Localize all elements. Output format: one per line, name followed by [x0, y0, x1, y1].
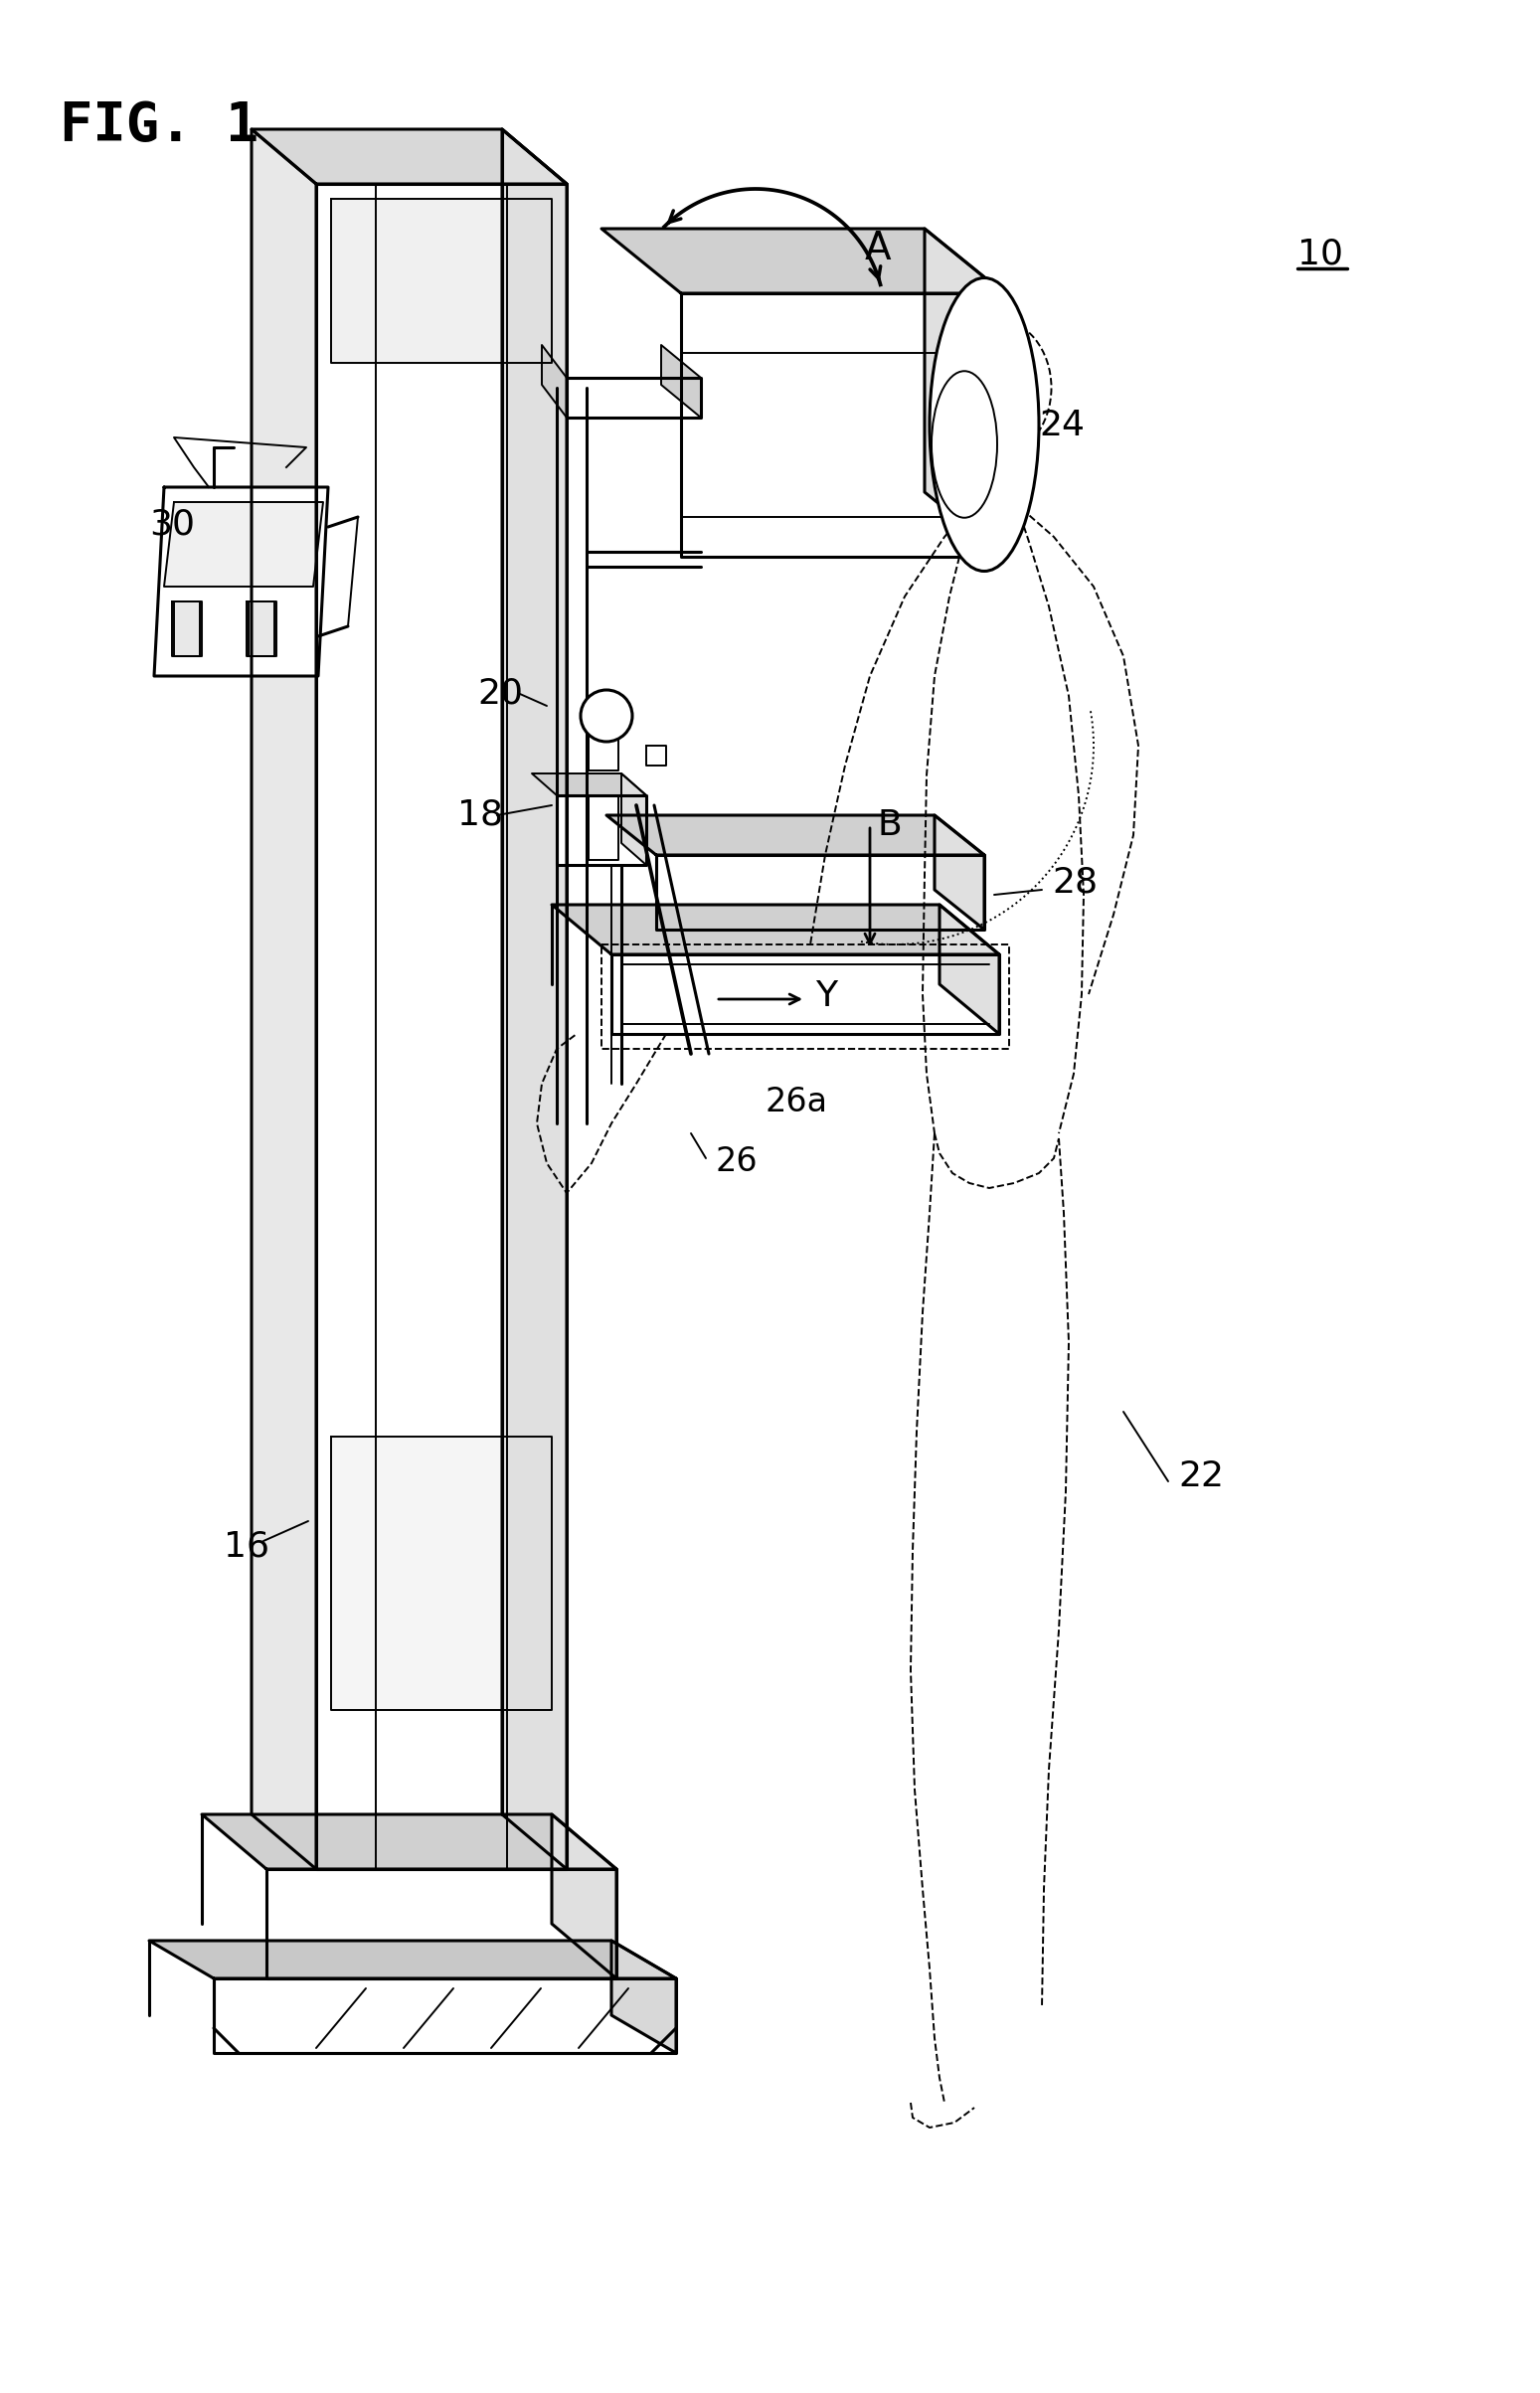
Polygon shape — [331, 1436, 551, 1711]
Text: 28: 28 — [1052, 866, 1098, 900]
Polygon shape — [611, 1941, 676, 2053]
Polygon shape — [588, 794, 619, 859]
Polygon shape — [939, 905, 999, 1034]
Text: 26: 26 — [716, 1144, 758, 1177]
Polygon shape — [647, 747, 667, 766]
Polygon shape — [202, 1814, 616, 1869]
Ellipse shape — [930, 278, 1040, 572]
Polygon shape — [542, 345, 567, 416]
Polygon shape — [502, 129, 567, 1869]
Polygon shape — [621, 773, 647, 864]
Polygon shape — [588, 735, 619, 771]
Text: 20: 20 — [477, 677, 524, 711]
Polygon shape — [602, 230, 1004, 294]
Text: 18: 18 — [457, 799, 504, 833]
Polygon shape — [266, 1869, 616, 1979]
Polygon shape — [656, 854, 984, 928]
Polygon shape — [567, 378, 701, 416]
Text: B: B — [878, 809, 902, 842]
Polygon shape — [154, 488, 328, 677]
Text: FIG. 1: FIG. 1 — [60, 101, 259, 153]
Polygon shape — [316, 184, 567, 1869]
Polygon shape — [681, 294, 1004, 558]
Polygon shape — [174, 601, 202, 656]
Polygon shape — [924, 230, 1004, 558]
Text: 16: 16 — [223, 1529, 270, 1563]
Text: 22: 22 — [1178, 1460, 1224, 1493]
Polygon shape — [551, 905, 999, 955]
Text: 10: 10 — [1297, 237, 1343, 270]
Polygon shape — [251, 129, 316, 1869]
Polygon shape — [165, 503, 323, 586]
Polygon shape — [331, 199, 551, 364]
Polygon shape — [149, 1941, 676, 1979]
Polygon shape — [246, 601, 274, 656]
Text: 30: 30 — [149, 507, 196, 541]
Polygon shape — [935, 816, 984, 928]
Text: A: A — [865, 230, 892, 268]
Polygon shape — [661, 345, 701, 416]
Text: Y: Y — [815, 979, 838, 1012]
Ellipse shape — [936, 318, 1052, 457]
Polygon shape — [251, 129, 567, 184]
Polygon shape — [531, 773, 647, 794]
Polygon shape — [607, 816, 984, 854]
Polygon shape — [557, 794, 647, 864]
Polygon shape — [551, 1814, 616, 1979]
Text: 24: 24 — [1040, 409, 1084, 443]
Polygon shape — [172, 601, 200, 656]
Polygon shape — [248, 601, 276, 656]
Polygon shape — [611, 955, 999, 1034]
Polygon shape — [214, 1979, 676, 2053]
Text: 26a: 26a — [765, 1084, 829, 1118]
Ellipse shape — [581, 689, 633, 742]
